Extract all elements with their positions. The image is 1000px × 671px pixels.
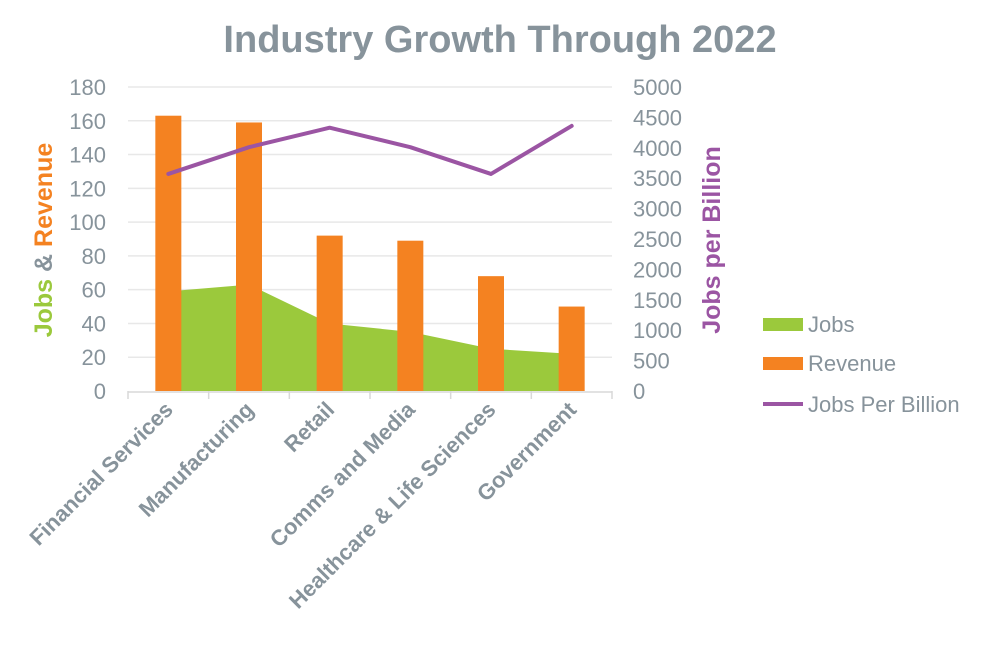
y-tick-label: 40 (82, 311, 106, 336)
chart-title: Industry Growth Through 2022 (223, 19, 776, 61)
y-tick-label: 20 (82, 345, 106, 370)
legend: Jobs Revenue Jobs Per Billion (763, 312, 960, 417)
y2-tick-label: 2000 (633, 257, 682, 282)
legend-swatch-revenue (763, 357, 803, 370)
y-axis-label-revenue: Revenue (30, 143, 58, 247)
revenue-bar (155, 116, 181, 391)
y2-tick-label: 0 (633, 379, 645, 404)
legend-label: Revenue (808, 351, 896, 376)
y-axis-label-jobs: Jobs (30, 279, 58, 337)
x-tick-label: Financial Services (24, 397, 177, 550)
y2-tick-label: 3000 (633, 197, 682, 222)
y2-tick-label: 5000 (633, 75, 682, 100)
y-tick-label: 100 (69, 210, 106, 235)
legend-swatch-jobs (763, 318, 803, 331)
revenue-bar (559, 307, 585, 391)
x-tick-label: Comms and Media (265, 396, 421, 552)
jobs-per-billion-line (168, 126, 571, 174)
x-tick-label: Retail (279, 397, 339, 457)
y-axis-label-amp: & (30, 247, 58, 279)
y-tick-label: 140 (69, 143, 106, 168)
revenue-bar (397, 241, 423, 391)
y2-tick-label: 3500 (633, 166, 682, 191)
y-tick-label: 160 (69, 109, 106, 134)
jobs-area (168, 285, 571, 391)
revenue-bar (478, 276, 504, 391)
y-axis-label: Jobs & Revenue (30, 143, 58, 338)
y-tick-label: 120 (69, 176, 106, 201)
y2-axis-label: Jobs per Billion (698, 146, 726, 334)
legend-label: Jobs Per Billion (808, 392, 960, 417)
jobs-per-billion-line-series (168, 126, 572, 174)
y-tick-label: 180 (69, 75, 106, 100)
revenue-bar (236, 122, 262, 391)
y-tick-label: 0 (94, 379, 106, 404)
y2-tick-label: 4000 (633, 136, 682, 161)
legend-label: Jobs (808, 312, 854, 337)
y-tick-label: 60 (82, 278, 106, 303)
y2-tick-label: 2500 (633, 227, 682, 252)
y2-tick-label: 4500 (633, 105, 682, 130)
y2-tick-label: 1500 (633, 288, 682, 313)
revenue-bar (317, 236, 343, 391)
y2-tick-label: 1000 (633, 318, 682, 343)
jobs-area-series (168, 285, 571, 391)
y-tick-label: 80 (82, 244, 106, 269)
y2-tick-label: 500 (633, 349, 670, 374)
